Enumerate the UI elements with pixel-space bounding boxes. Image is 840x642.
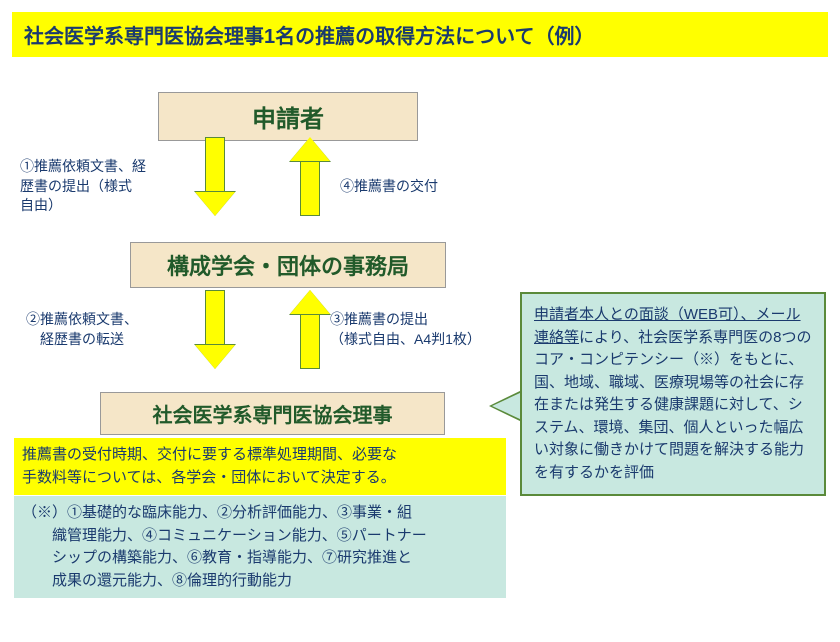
- node-label: 社会医学系専門医協会理事: [153, 405, 393, 427]
- page-title: 社会医学系専門医協会理事1名の推薦の取得方法について（例）: [12, 12, 828, 57]
- yellow-note: 推薦書の受付時期、交付に要する標準処理期間、必要な手数料等については、各学会・団…: [14, 438, 506, 495]
- evaluation-callout: 申請者本人との面談（WEB可）、メール連絡等により、社会医学系専門医の8つのコア…: [520, 292, 826, 496]
- label-2: ②推薦依頼文書、 経歴書の転送: [26, 310, 138, 349]
- label-4: ④推薦書の交付: [340, 177, 438, 197]
- node-applicant: 申請者: [158, 92, 418, 141]
- node-label: 申請者: [252, 106, 324, 133]
- label-1: ①推薦依頼文書、経歴書の提出（様式自由）: [20, 157, 146, 216]
- node-director: 社会医学系専門医協会理事: [100, 392, 445, 435]
- label-3: ③推薦書の提出（様式自由、A4判1枚）: [330, 310, 481, 349]
- competency-note: （※）①基礎的な臨床能力、②分析評価能力、③事業・組 織管理能力、④コミュニケー…: [14, 496, 506, 598]
- node-label: 構成学会・団体の事務局: [167, 254, 409, 279]
- node-office: 構成学会・団体の事務局: [130, 242, 446, 288]
- callout-pointer: [492, 392, 522, 420]
